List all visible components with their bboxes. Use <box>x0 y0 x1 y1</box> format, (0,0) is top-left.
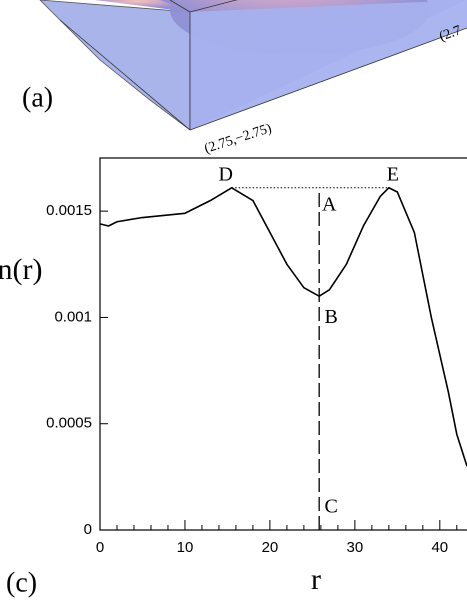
axes-frame <box>99 157 467 531</box>
point-label: B <box>325 306 338 328</box>
plot: 0 0.0005 0.001 0.0015 0 10 20 30 40 D E A B C <box>46 157 467 556</box>
x-axis-label: r <box>311 563 321 596</box>
y-axis-label: n(r) <box>0 253 42 286</box>
x-tick-label: 0 <box>96 539 104 556</box>
point-label: C <box>325 496 338 518</box>
point-label: A <box>322 193 337 215</box>
y-tick-label: 0.001 <box>54 308 92 325</box>
y-tick-label: 0 <box>84 521 92 538</box>
box-render <box>39 0 467 131</box>
x-tick-label: 20 <box>262 539 279 556</box>
curve <box>99 186 467 467</box>
y-tick-label: 0.0015 <box>46 202 92 219</box>
x-tick-label: 10 <box>177 539 194 556</box>
x-tick-label: 40 <box>431 539 448 556</box>
point-label: E <box>387 163 399 185</box>
panel-label: (c) <box>6 567 37 598</box>
point-label: D <box>218 163 232 185</box>
corner-label: (2.75,−2.75) <box>203 121 274 157</box>
panel-label: (a) <box>22 82 53 113</box>
y-tick-label: 0.0005 <box>46 415 92 432</box>
corner-label: (2.7 <box>437 23 463 45</box>
x-tick-label: 30 <box>347 539 364 556</box>
